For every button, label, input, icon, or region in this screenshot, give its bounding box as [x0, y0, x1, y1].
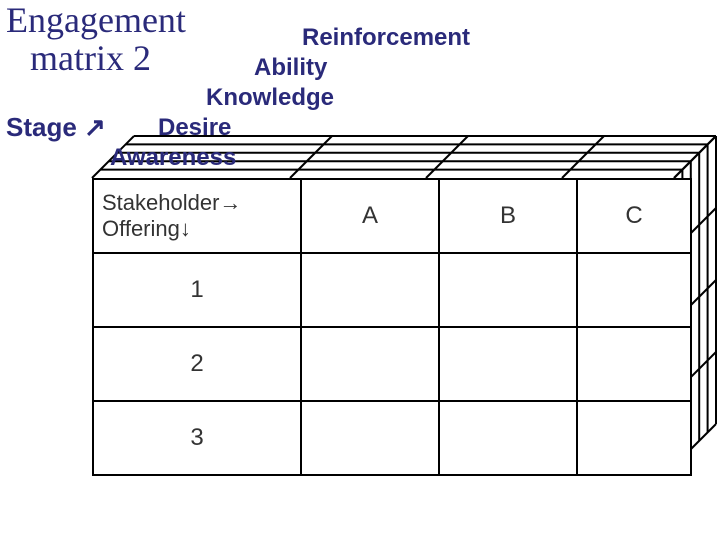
header-offering: Offering↓ — [102, 216, 191, 241]
stage-reinforcement: Reinforcement — [302, 24, 470, 52]
col-b: B — [439, 179, 577, 253]
cell-1c — [577, 253, 691, 327]
header-stakeholder: Stakeholder→ — [102, 190, 241, 215]
header-cell: Stakeholder→ Offering↓ — [93, 179, 301, 253]
cell-1a — [301, 253, 439, 327]
cell-1b — [439, 253, 577, 327]
cell-3a — [301, 401, 439, 475]
col-c: C — [577, 179, 691, 253]
cell-3b — [439, 401, 577, 475]
cell-2b — [439, 327, 577, 401]
cell-2c — [577, 327, 691, 401]
row-1-label: 1 — [93, 253, 301, 327]
matrix-table: Stakeholder→ Offering↓ A B C 1 2 3 — [92, 178, 692, 476]
row-3-label: 3 — [93, 401, 301, 475]
diagram-root: Engagement matrix 2 Stakeholder→ Offerin… — [0, 0, 720, 540]
row-2-label: 2 — [93, 327, 301, 401]
stage-ability: Ability — [254, 54, 327, 82]
cell-2a — [301, 327, 439, 401]
stage-axis-label: Stage ↗ — [6, 112, 106, 143]
stage-awareness: Awareness — [110, 144, 236, 172]
stage-knowledge: Knowledge — [206, 84, 334, 112]
title-line-1: Engagement — [6, 2, 186, 40]
col-a: A — [301, 179, 439, 253]
stage-desire: Desire — [158, 114, 231, 142]
title-line-2: matrix 2 — [30, 40, 151, 78]
cell-3c — [577, 401, 691, 475]
matrix-table-wrap: Stakeholder→ Offering↓ A B C 1 2 3 — [92, 178, 692, 476]
